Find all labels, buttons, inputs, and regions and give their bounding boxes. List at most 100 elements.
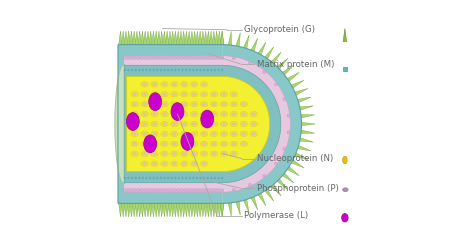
Ellipse shape bbox=[151, 151, 158, 156]
Ellipse shape bbox=[202, 132, 206, 135]
Ellipse shape bbox=[150, 188, 153, 192]
Ellipse shape bbox=[201, 110, 214, 128]
Polygon shape bbox=[193, 203, 196, 217]
Ellipse shape bbox=[197, 188, 200, 192]
Ellipse shape bbox=[192, 69, 194, 71]
Ellipse shape bbox=[150, 56, 153, 60]
Ellipse shape bbox=[128, 69, 129, 71]
Ellipse shape bbox=[138, 69, 140, 71]
Ellipse shape bbox=[214, 188, 217, 192]
Ellipse shape bbox=[210, 111, 218, 117]
Ellipse shape bbox=[132, 123, 137, 125]
Ellipse shape bbox=[220, 131, 228, 137]
Ellipse shape bbox=[171, 103, 184, 121]
Ellipse shape bbox=[141, 151, 148, 156]
Ellipse shape bbox=[220, 92, 228, 97]
Ellipse shape bbox=[207, 69, 209, 71]
Ellipse shape bbox=[142, 93, 147, 96]
Ellipse shape bbox=[202, 83, 206, 86]
Ellipse shape bbox=[167, 177, 169, 179]
Ellipse shape bbox=[137, 188, 140, 192]
Ellipse shape bbox=[132, 93, 137, 96]
Ellipse shape bbox=[123, 56, 127, 60]
Ellipse shape bbox=[149, 177, 151, 179]
Ellipse shape bbox=[191, 111, 198, 117]
Ellipse shape bbox=[170, 56, 173, 60]
Ellipse shape bbox=[115, 64, 134, 184]
Ellipse shape bbox=[161, 121, 168, 127]
Ellipse shape bbox=[189, 177, 191, 179]
Ellipse shape bbox=[192, 152, 196, 155]
Ellipse shape bbox=[156, 177, 158, 179]
Polygon shape bbox=[265, 47, 274, 59]
Polygon shape bbox=[157, 203, 161, 217]
Ellipse shape bbox=[263, 174, 266, 178]
Ellipse shape bbox=[187, 56, 190, 60]
Polygon shape bbox=[163, 31, 166, 45]
Ellipse shape bbox=[180, 56, 183, 60]
Ellipse shape bbox=[181, 101, 188, 107]
Polygon shape bbox=[218, 31, 221, 45]
Ellipse shape bbox=[192, 83, 196, 86]
Ellipse shape bbox=[182, 113, 187, 116]
Ellipse shape bbox=[232, 132, 236, 135]
Ellipse shape bbox=[210, 141, 218, 147]
Ellipse shape bbox=[181, 132, 194, 150]
Ellipse shape bbox=[141, 82, 148, 87]
Ellipse shape bbox=[248, 62, 252, 65]
Ellipse shape bbox=[132, 132, 137, 135]
Polygon shape bbox=[301, 115, 315, 118]
Ellipse shape bbox=[162, 132, 167, 135]
Ellipse shape bbox=[220, 111, 228, 117]
Ellipse shape bbox=[161, 131, 168, 137]
Ellipse shape bbox=[183, 56, 187, 60]
Ellipse shape bbox=[146, 177, 147, 179]
Ellipse shape bbox=[201, 92, 208, 97]
Ellipse shape bbox=[144, 135, 156, 153]
Ellipse shape bbox=[232, 113, 236, 116]
Ellipse shape bbox=[140, 188, 143, 192]
Ellipse shape bbox=[181, 141, 188, 147]
Ellipse shape bbox=[283, 147, 286, 151]
Ellipse shape bbox=[162, 113, 167, 116]
Polygon shape bbox=[141, 31, 144, 45]
Ellipse shape bbox=[207, 56, 210, 60]
Ellipse shape bbox=[162, 103, 167, 106]
Polygon shape bbox=[258, 193, 266, 206]
Polygon shape bbox=[220, 31, 224, 45]
Ellipse shape bbox=[160, 56, 164, 60]
Ellipse shape bbox=[157, 188, 160, 192]
Ellipse shape bbox=[240, 111, 247, 117]
Text: Polymerase (L): Polymerase (L) bbox=[245, 211, 309, 220]
Ellipse shape bbox=[149, 93, 162, 111]
Ellipse shape bbox=[201, 131, 208, 137]
Ellipse shape bbox=[135, 69, 137, 71]
Ellipse shape bbox=[172, 123, 177, 125]
Ellipse shape bbox=[181, 151, 188, 156]
Polygon shape bbox=[160, 203, 164, 217]
Polygon shape bbox=[144, 203, 147, 217]
Polygon shape bbox=[215, 203, 219, 217]
Ellipse shape bbox=[263, 70, 266, 74]
Ellipse shape bbox=[171, 101, 178, 107]
Ellipse shape bbox=[252, 132, 256, 135]
Ellipse shape bbox=[202, 103, 206, 106]
Ellipse shape bbox=[172, 152, 177, 155]
Ellipse shape bbox=[132, 113, 137, 116]
Ellipse shape bbox=[161, 151, 168, 156]
Ellipse shape bbox=[217, 56, 220, 60]
Ellipse shape bbox=[210, 101, 218, 107]
Ellipse shape bbox=[172, 142, 177, 145]
Ellipse shape bbox=[172, 93, 177, 96]
Polygon shape bbox=[193, 31, 196, 45]
Ellipse shape bbox=[161, 82, 168, 87]
Ellipse shape bbox=[167, 56, 170, 60]
Ellipse shape bbox=[130, 56, 133, 60]
Polygon shape bbox=[121, 31, 125, 45]
Ellipse shape bbox=[142, 152, 147, 155]
Polygon shape bbox=[283, 173, 294, 183]
Ellipse shape bbox=[172, 162, 177, 165]
Ellipse shape bbox=[131, 111, 138, 117]
Ellipse shape bbox=[156, 69, 158, 71]
Ellipse shape bbox=[222, 142, 226, 145]
